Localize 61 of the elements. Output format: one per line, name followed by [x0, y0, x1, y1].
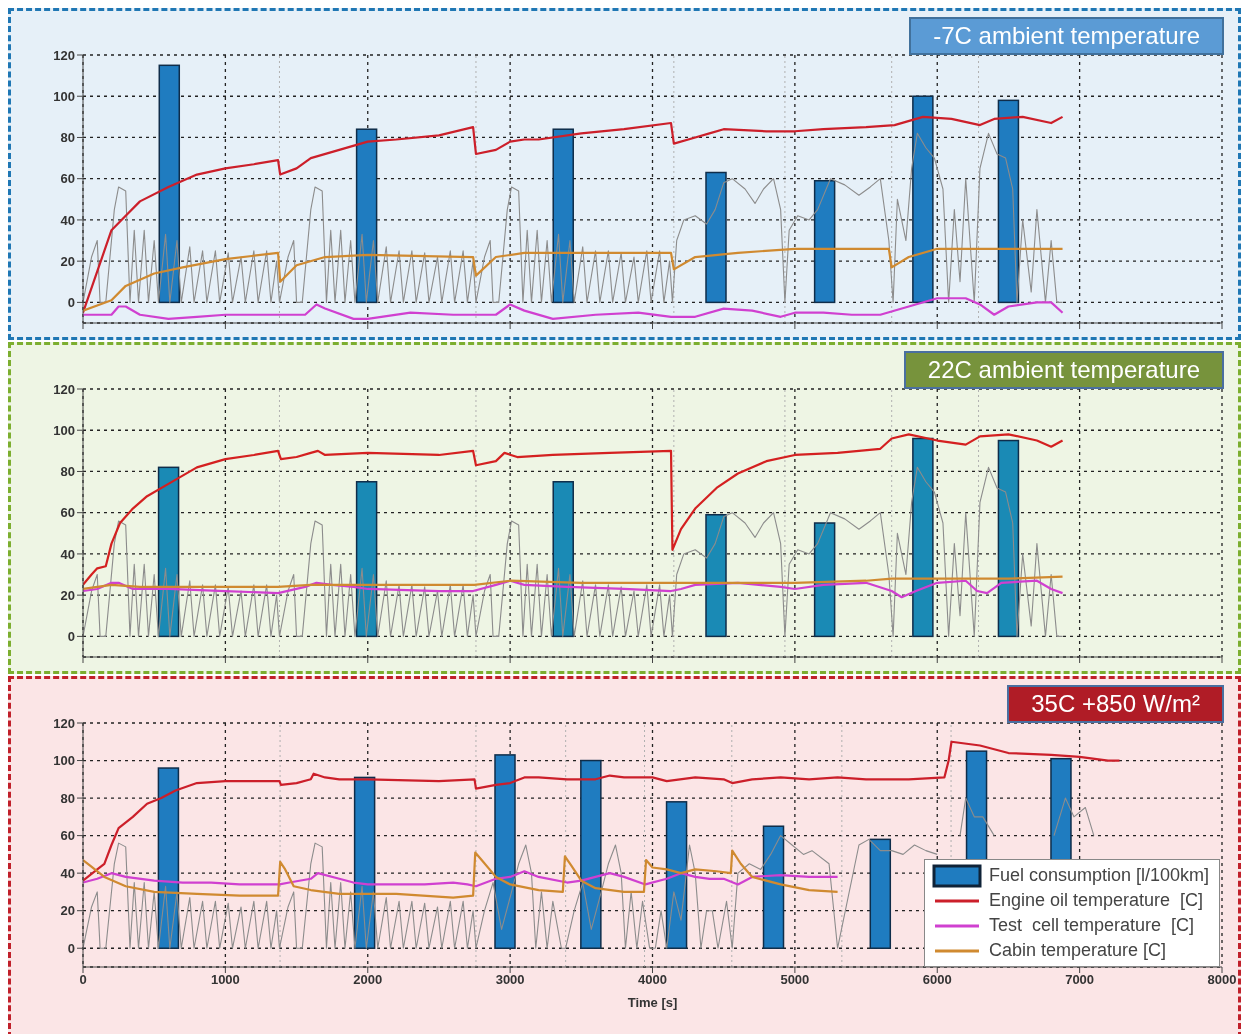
bar: [494, 754, 516, 949]
x-axis-title: Time [s]: [627, 995, 678, 1010]
y-tick-label: 120: [53, 715, 75, 731]
y-tick-label: 40: [60, 212, 75, 228]
line-series: [83, 433, 1064, 586]
bar: [869, 838, 892, 949]
line-series: [83, 247, 1064, 312]
y-tick-label: 20: [60, 903, 75, 919]
bar: [997, 439, 1020, 638]
x-tick-label: 0: [79, 972, 87, 988]
y-tick-label: 20: [60, 253, 75, 269]
legend-label: Engine oil temperature [C]: [988, 890, 1204, 910]
x-tick-label: 5000: [780, 972, 810, 988]
y-tick-label: 80: [60, 790, 75, 806]
y-tick-label: 120: [53, 381, 75, 397]
y-tick-label: 100: [53, 422, 75, 438]
y-tick-label: 100: [53, 88, 75, 104]
bar: [762, 825, 785, 949]
line-series: [83, 466, 1064, 637]
bar: [580, 759, 602, 949]
x-tick-label: 4000: [638, 972, 667, 988]
bar: [997, 99, 1020, 304]
line-series: [83, 870, 839, 888]
bar: [912, 437, 934, 638]
bar: [813, 522, 836, 638]
y-tick-label: 0: [67, 629, 75, 644]
y-tick-label: 0: [67, 940, 75, 956]
chart-title: -7C ambient temperature: [933, 22, 1200, 49]
line-series: [83, 849, 839, 899]
bar: [552, 481, 574, 638]
line-series: [83, 575, 1064, 591]
line-series: [83, 579, 1064, 599]
x-tick-label: 8000: [1207, 972, 1237, 988]
x-tick-label: 3000: [495, 972, 525, 988]
y-tick-label: 40: [60, 546, 75, 562]
y-tick-label: 80: [60, 130, 75, 146]
bar: [813, 180, 836, 304]
bar: [912, 95, 934, 304]
y-tick-label: 60: [60, 505, 75, 521]
y-tick-label: 0: [67, 295, 75, 310]
bar: [665, 801, 688, 949]
y-tick-label: 100: [53, 753, 75, 769]
x-tick-label: 2000: [353, 972, 383, 988]
chart-title: 35C +850 W/m²: [1031, 690, 1200, 717]
x-tick-label: 1000: [210, 972, 240, 988]
x-tick-label: 6000: [922, 972, 952, 988]
x-tick-label: 7000: [1065, 972, 1095, 988]
y-tick-label: 60: [60, 828, 75, 844]
y-tick-label: 20: [60, 587, 75, 603]
y-tick-label: 80: [60, 464, 75, 480]
line-series: [83, 297, 1064, 320]
legend-label: Cabin temperature [C]: [988, 940, 1166, 960]
y-tick-label: 120: [53, 47, 75, 63]
y-tick-label: 60: [60, 171, 75, 187]
bar: [705, 514, 727, 638]
bar: [158, 64, 181, 304]
chart-title: 22C ambient temperature: [927, 356, 1200, 383]
y-tick-label: 40: [60, 865, 75, 881]
legend-label: Fuel consumption [l/100km]: [988, 865, 1209, 885]
bar: [705, 171, 727, 304]
legend-label: Test cell temperature [C]: [988, 915, 1194, 935]
